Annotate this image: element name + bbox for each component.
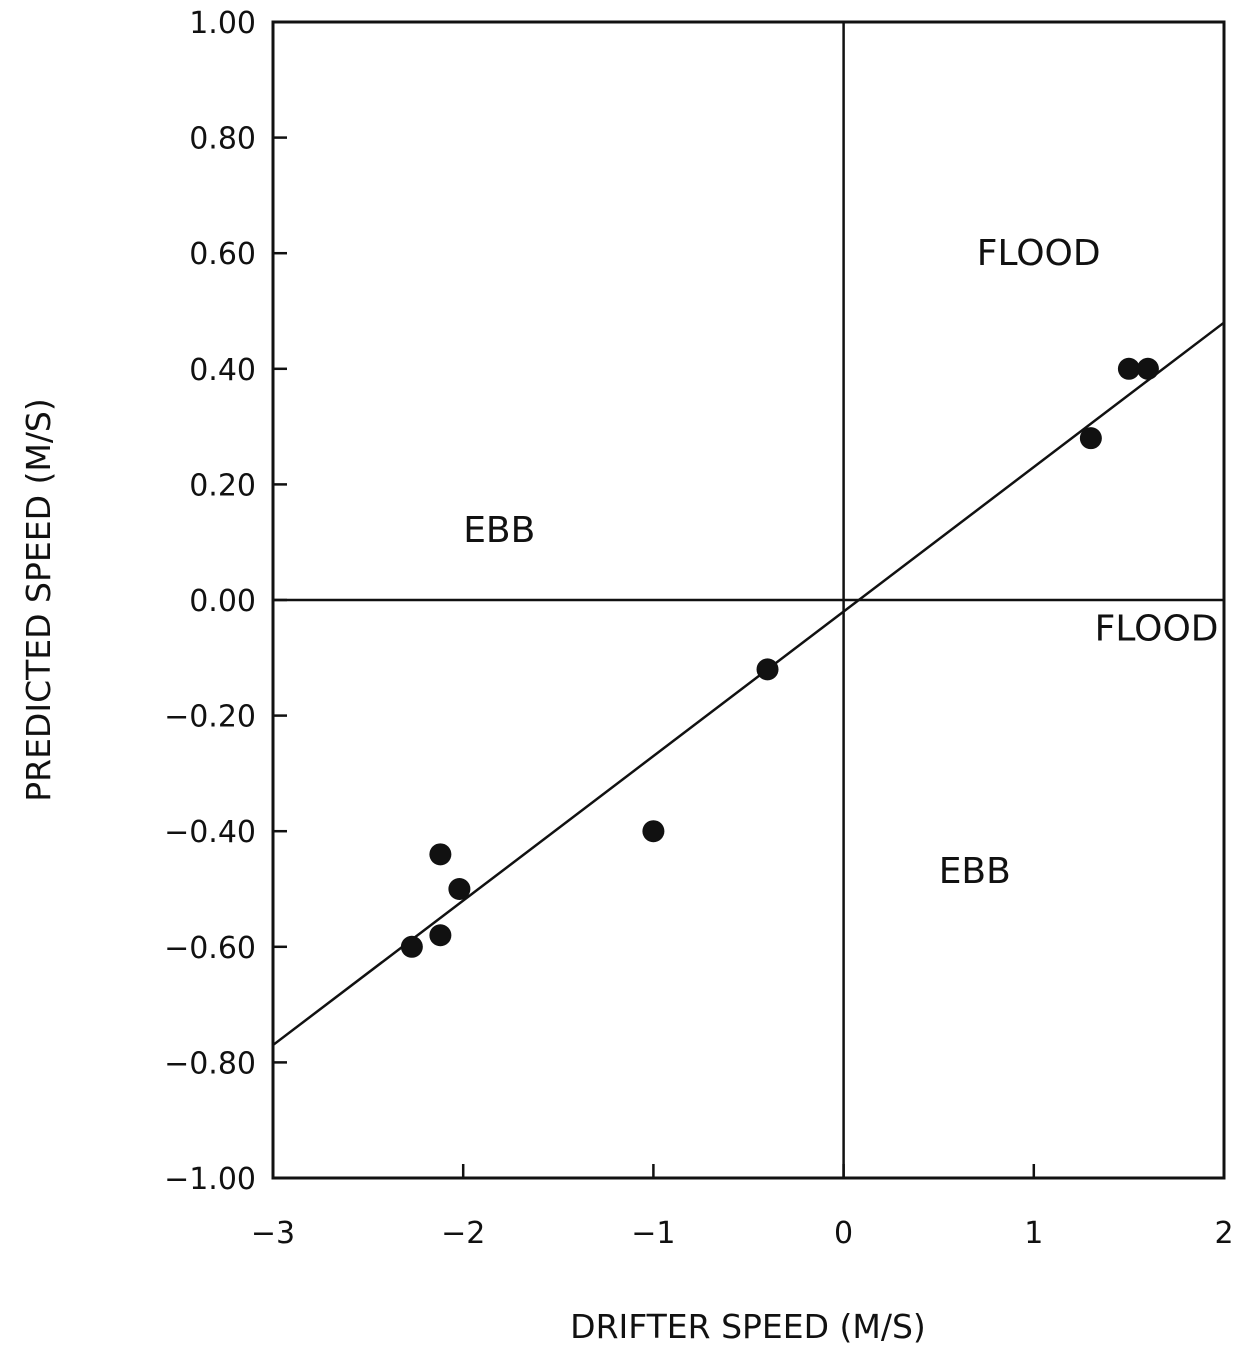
y-tick-label: −1.00 xyxy=(164,1162,256,1197)
region-label-ebb: EBB xyxy=(939,851,1011,892)
region-label-ebb: EBB xyxy=(463,510,535,551)
y-tick-label: −0.60 xyxy=(164,931,256,966)
y-tick-label: 0.20 xyxy=(189,468,256,503)
data-point-2 xyxy=(429,924,452,947)
y-tick-label: 0.80 xyxy=(189,122,256,157)
plot-frame xyxy=(271,20,1226,1180)
y-tick-label: −0.40 xyxy=(164,815,256,850)
x-tick-label: 2 xyxy=(1214,1216,1233,1251)
y-tick-label: −0.20 xyxy=(164,700,256,735)
data-point-4 xyxy=(448,878,471,900)
y-tick-label: 0.00 xyxy=(189,584,256,619)
ticks-layer: −3 −2 −1 0 1 2 1.00 0.80 0.60 0.40 0.20 0.00 −0.20 −0… xyxy=(164,6,1233,1251)
data-point-1 xyxy=(400,935,423,958)
annotations-layer: FLOOD EBB FLOOD EBB xyxy=(463,233,1218,892)
x-tick-label: 1 xyxy=(1024,1216,1043,1251)
y-tick-label: 0.60 xyxy=(189,237,256,272)
y-tick-label: 0.40 xyxy=(189,353,256,388)
data-point-6 xyxy=(756,658,779,681)
data-point-9 xyxy=(1136,357,1159,380)
data-point-5 xyxy=(642,820,665,843)
y-axis-title: PREDICTED SPEED (M/S) xyxy=(19,398,58,802)
x-axis-title: DRIFTER SPEED (M/S) xyxy=(570,1307,926,1346)
x-tick-label: −3 xyxy=(251,1216,295,1251)
data-point-7 xyxy=(1079,427,1102,450)
regression-line xyxy=(272,321,1225,1047)
data-point-8 xyxy=(1117,357,1140,380)
data-points-layer xyxy=(400,357,1159,958)
data-point-3 xyxy=(429,843,452,866)
reference-lines-layer xyxy=(273,22,1224,1178)
fit-line-layer xyxy=(272,321,1225,1047)
y-tick-label: −0.80 xyxy=(164,1046,256,1081)
x-tick-label: −1 xyxy=(631,1216,675,1251)
x-tick-label: −2 xyxy=(441,1216,485,1251)
region-label-flood: FLOOD xyxy=(977,233,1101,274)
x-tick-label: 0 xyxy=(834,1216,853,1251)
region-label-flood: FLOOD xyxy=(1095,608,1219,649)
y-tick-label: 1.00 xyxy=(189,6,256,41)
